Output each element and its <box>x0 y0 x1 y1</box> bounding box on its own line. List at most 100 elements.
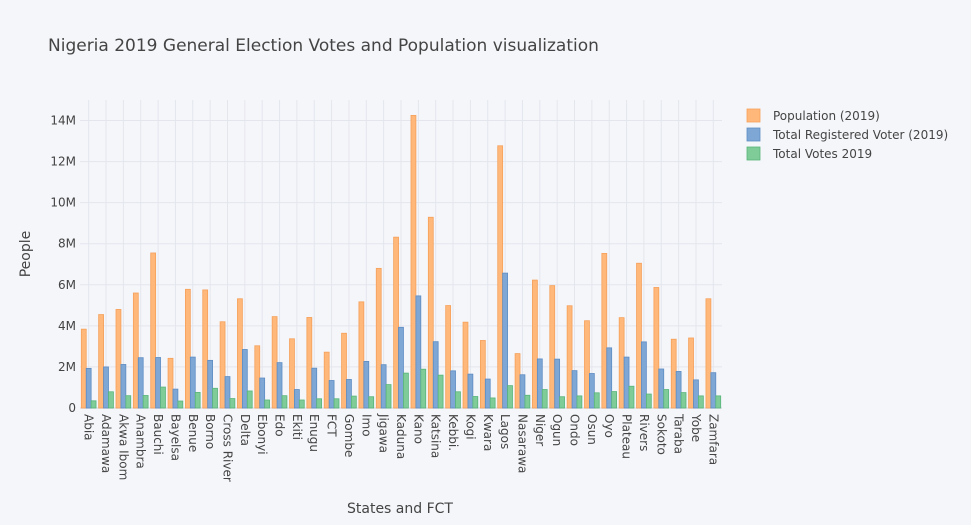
bar-population[interactable] <box>341 332 347 409</box>
bar-population[interactable] <box>532 279 538 409</box>
bar-registered-voters[interactable] <box>710 372 717 409</box>
bar-registered-voters[interactable] <box>571 370 578 409</box>
bar-population[interactable] <box>98 314 104 409</box>
bar-population[interactable] <box>584 320 590 409</box>
bar-population[interactable] <box>636 262 642 409</box>
bar-population[interactable] <box>358 301 365 409</box>
bar-registered-voters[interactable] <box>606 347 613 409</box>
bar-population[interactable] <box>115 309 122 409</box>
bar-registered-voters[interactable] <box>120 364 127 409</box>
bar-registered-voters[interactable] <box>502 272 508 409</box>
bar-population[interactable] <box>306 317 313 409</box>
bar-total-votes[interactable] <box>420 368 427 409</box>
bar-registered-voters[interactable] <box>432 341 439 409</box>
bar-total-votes[interactable] <box>472 396 479 409</box>
bar-registered-voters[interactable] <box>380 364 387 409</box>
bar-population[interactable] <box>271 316 278 409</box>
bar-registered-voters[interactable] <box>294 389 300 409</box>
bar-registered-voters[interactable] <box>311 367 318 409</box>
bar-population[interactable] <box>167 357 174 409</box>
bar-population[interactable] <box>393 236 399 409</box>
bar-total-votes[interactable] <box>108 391 114 409</box>
bar-total-votes[interactable] <box>246 390 253 409</box>
bar-population[interactable] <box>670 338 677 409</box>
bar-population[interactable] <box>497 145 504 409</box>
bar-total-votes[interactable] <box>507 385 513 409</box>
bar-registered-voters[interactable] <box>589 373 595 409</box>
bar-population[interactable] <box>323 351 330 409</box>
bar-total-votes[interactable] <box>264 399 270 409</box>
bar-total-votes[interactable] <box>160 386 166 409</box>
bar-total-votes[interactable] <box>645 393 652 409</box>
bar-total-votes[interactable] <box>628 385 635 409</box>
legend-swatch[interactable] <box>746 146 761 161</box>
bar-total-votes[interactable] <box>680 392 687 409</box>
bar-registered-voters[interactable] <box>137 357 144 409</box>
bar-population[interactable] <box>80 328 87 409</box>
bar-total-votes[interactable] <box>385 384 392 409</box>
bar-total-votes[interactable] <box>715 395 722 409</box>
bar-population[interactable] <box>618 317 625 409</box>
bar-registered-voters[interactable] <box>450 370 456 409</box>
bar-population[interactable] <box>705 298 712 409</box>
bar-total-votes[interactable] <box>698 395 704 409</box>
bar-registered-voters[interactable] <box>85 367 92 409</box>
bar-total-votes[interactable] <box>142 395 149 409</box>
bar-total-votes[interactable] <box>177 400 184 409</box>
bar-total-votes[interactable] <box>524 394 531 409</box>
bar-registered-voters[interactable] <box>189 356 196 409</box>
bar-total-votes[interactable] <box>593 392 600 409</box>
bar-registered-voters[interactable] <box>536 358 543 409</box>
bar-population[interactable] <box>375 267 382 409</box>
bar-total-votes[interactable] <box>611 391 617 409</box>
bar-total-votes[interactable] <box>403 372 409 409</box>
bar-total-votes[interactable] <box>194 391 201 409</box>
legend-swatch[interactable] <box>746 108 761 123</box>
bar-population[interactable] <box>289 338 295 409</box>
bar-total-votes[interactable] <box>541 389 548 409</box>
legend[interactable]: Population (2019) Total Registered Voter … <box>746 108 948 161</box>
bar-registered-voters[interactable] <box>693 379 699 409</box>
bar-population[interactable] <box>237 298 243 409</box>
bar-population[interactable] <box>410 115 417 409</box>
bar-total-votes[interactable] <box>90 400 97 409</box>
bar-registered-voters[interactable] <box>623 356 630 409</box>
bar-total-votes[interactable] <box>489 397 496 409</box>
bar-registered-voters[interactable] <box>103 366 109 409</box>
bar-population[interactable] <box>601 252 608 409</box>
bar-registered-voters[interactable] <box>467 373 474 409</box>
bar-registered-voters[interactable] <box>224 376 231 409</box>
bar-registered-voters[interactable] <box>172 388 179 409</box>
bar-population[interactable] <box>445 305 451 409</box>
bar-population[interactable] <box>566 305 573 409</box>
bar-registered-voters[interactable] <box>554 358 561 409</box>
bar-total-votes[interactable] <box>125 395 132 409</box>
bar-total-votes[interactable] <box>437 374 444 409</box>
legend-swatch[interactable] <box>746 127 761 142</box>
bar-population[interactable] <box>185 288 191 409</box>
bar-total-votes[interactable] <box>229 398 236 409</box>
bar-population[interactable] <box>202 289 209 409</box>
bar-registered-voters[interactable] <box>658 368 665 409</box>
bar-total-votes[interactable] <box>281 395 288 409</box>
bar-population[interactable] <box>254 345 261 409</box>
bar-registered-voters[interactable] <box>155 357 161 409</box>
legend-label[interactable]: Population (2019) <box>773 109 880 123</box>
bar-total-votes[interactable] <box>559 396 565 409</box>
bar-total-votes[interactable] <box>333 398 340 409</box>
bar-registered-voters[interactable] <box>328 380 335 409</box>
bar-registered-voters[interactable] <box>259 377 266 409</box>
bar-total-votes[interactable] <box>663 389 670 409</box>
bar-registered-voters[interactable] <box>346 379 352 409</box>
bar-total-votes[interactable] <box>298 399 305 409</box>
bar-population[interactable] <box>549 285 556 409</box>
bar-total-votes[interactable] <box>455 391 461 409</box>
bar-population[interactable] <box>688 337 694 409</box>
bar-registered-voters[interactable] <box>641 341 647 409</box>
bar-registered-voters[interactable] <box>276 362 283 409</box>
bar-population[interactable] <box>653 287 660 409</box>
bar-total-votes[interactable] <box>576 395 583 409</box>
bar-registered-voters[interactable] <box>398 326 404 409</box>
bar-population[interactable] <box>514 353 521 409</box>
bar-population[interactable] <box>132 292 139 409</box>
